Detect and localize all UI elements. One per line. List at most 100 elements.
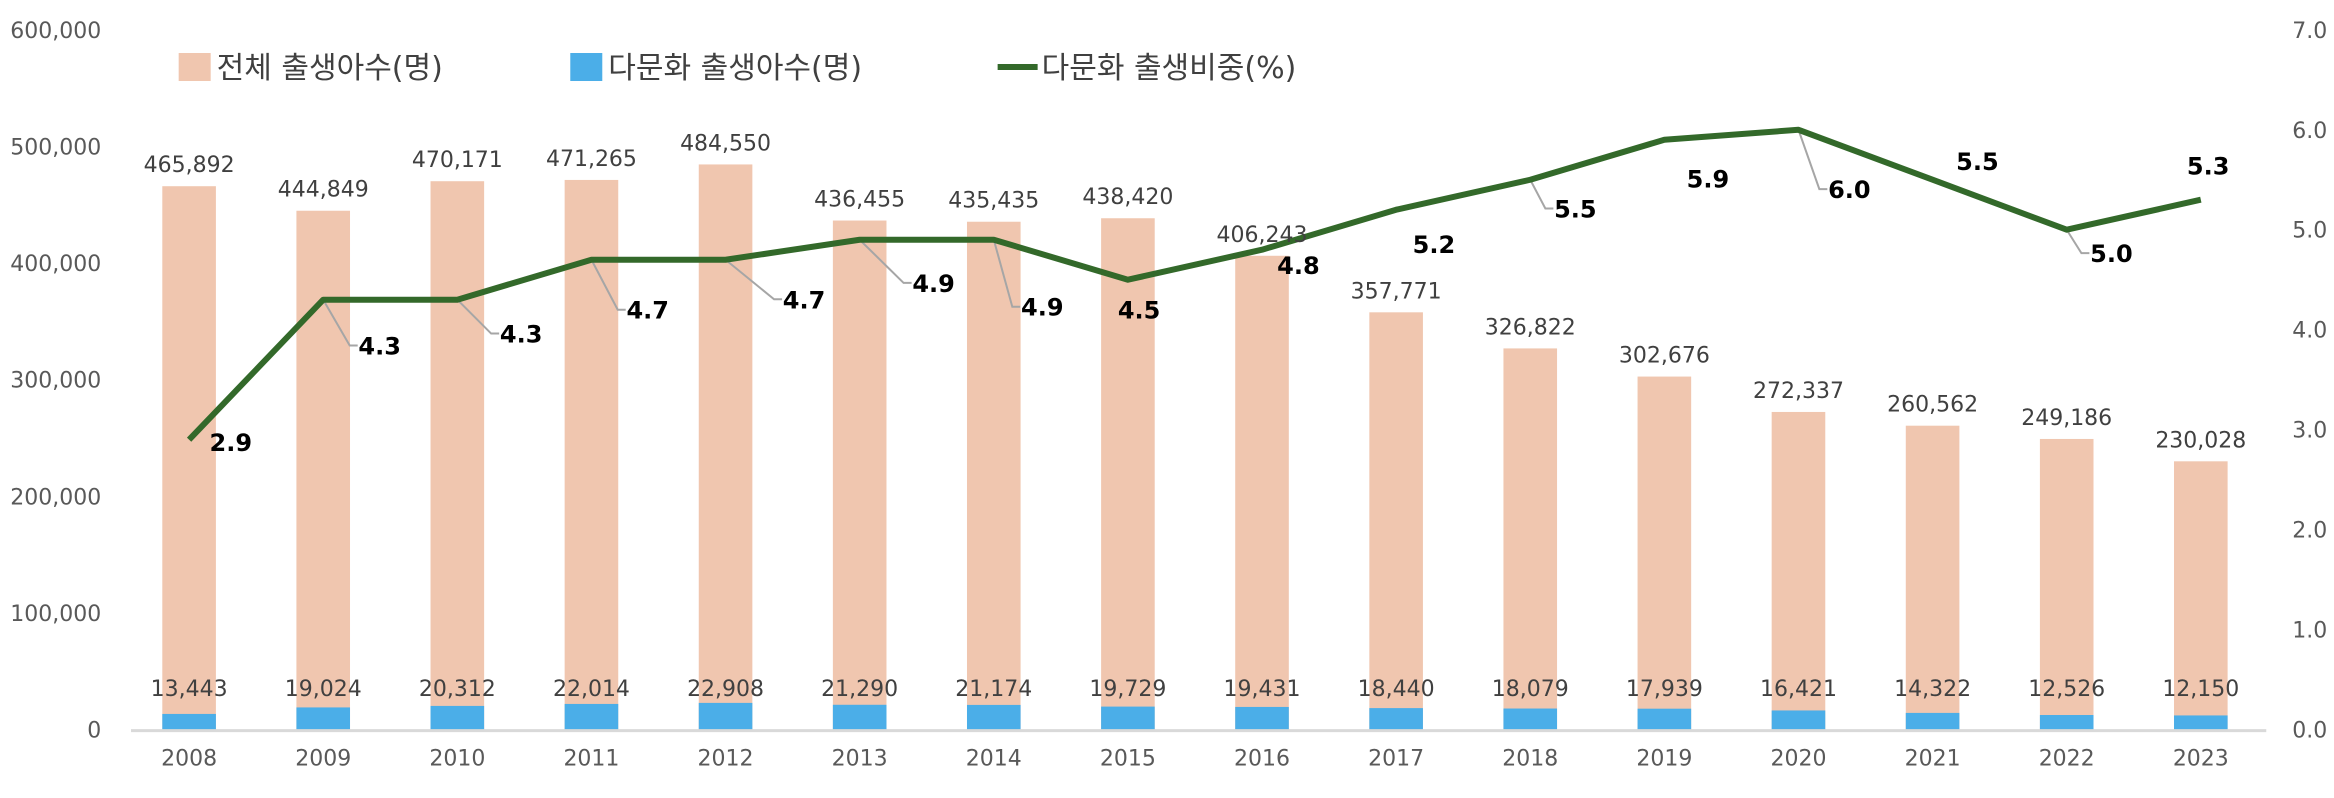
data-label-multicultural: 12,526 — [2028, 677, 2105, 702]
data-label-total: 470,171 — [412, 148, 503, 173]
left-axis-tick: 200,000 — [10, 485, 101, 510]
data-label-share: 5.5 — [1956, 148, 1999, 176]
data-label-total: 435,435 — [948, 189, 1039, 214]
right-axis-tick: 4.0 — [2292, 319, 2327, 344]
data-label-multicultural: 20,312 — [419, 677, 496, 702]
right-axis-tick: 0.0 — [2292, 719, 2327, 744]
data-label-share: 4.7 — [626, 297, 669, 325]
data-labels: 465,892 444,849 470,171 471,265 484,550 436,4… — [144, 131, 2247, 701]
left-axis-tick: 100,000 — [10, 602, 101, 627]
left-axis-ticks: 0 100,000 200,000 300,000 400,000 500,000 600,… — [10, 19, 101, 744]
bar-total-births — [2039, 438, 2094, 730]
data-label-total: 471,265 — [546, 147, 637, 172]
bar-total-births — [430, 181, 485, 730]
data-label-multicultural: 21,290 — [821, 677, 898, 702]
x-axis-tick: 2022 — [2039, 747, 2095, 772]
x-axis-tick: 2014 — [966, 747, 1022, 772]
bar-multicultural-births — [1503, 708, 1558, 730]
legend: 전체 출생아수(명) 다문화 출생아수(명) 다문화 출생비중(%) — [178, 51, 1296, 86]
x-axis-tick: 2023 — [2173, 747, 2229, 772]
right-axis-tick: 6.0 — [2292, 119, 2327, 144]
data-label-multicultural: 14,322 — [1894, 677, 1971, 702]
leader-line — [590, 259, 626, 311]
bars — [162, 164, 2228, 730]
x-axis-tick: 2013 — [832, 747, 888, 772]
data-label-total: 436,455 — [814, 188, 905, 213]
x-axis-tick: 2020 — [1770, 747, 1826, 772]
bar-multicultural-births — [162, 713, 216, 730]
bar-multicultural-births — [1637, 708, 1692, 730]
bar-total-births — [564, 179, 619, 730]
leader-line — [1529, 179, 1554, 210]
leader-line — [858, 239, 912, 284]
data-label-multicultural: 12,150 — [2162, 677, 2239, 702]
data-label-share: 4.3 — [500, 321, 543, 349]
leader-line — [322, 299, 358, 347]
data-label-share: 4.9 — [912, 270, 955, 298]
data-label-share: 4.3 — [358, 332, 401, 360]
bar-multicultural-births — [1905, 712, 1960, 730]
legend-label-total: 전체 출생아수(명) — [217, 51, 443, 86]
right-axis-tick: 5.0 — [2292, 219, 2327, 244]
data-label-multicultural: 18,440 — [1358, 677, 1435, 702]
data-label-share: 2.9 — [210, 429, 253, 457]
bar-total-births — [698, 164, 753, 730]
bar-multicultural-births — [1235, 706, 1289, 730]
bar-total-births — [162, 186, 216, 730]
leader-lines — [322, 129, 2090, 347]
line-series — [186, 126, 2202, 442]
data-label-share: 5.5 — [1554, 195, 1597, 223]
x-axis-ticks: 2008 2009 2010 2011 2012 2013 2014 2015 2016 2017… — [161, 747, 2229, 772]
right-axis-tick: 7.0 — [2292, 19, 2327, 44]
leader-line — [2065, 229, 2090, 255]
bar-total-births — [2174, 461, 2228, 730]
data-label-multicultural: 19,431 — [1224, 677, 1301, 702]
bar-multicultural-births — [2039, 714, 2094, 730]
bar-total-births — [1637, 376, 1692, 730]
bar-multicultural-births — [296, 707, 351, 730]
leader-line — [1797, 129, 1828, 191]
x-axis-tick: 2008 — [161, 747, 217, 772]
data-label-multicultural: 18,079 — [1492, 677, 1569, 702]
leader-line — [724, 258, 783, 301]
bar-total-births — [1369, 312, 1423, 730]
legend-swatch-multicultural — [570, 53, 603, 82]
leader-line — [992, 239, 1021, 308]
x-axis-tick: 2009 — [295, 747, 351, 772]
x-axis-tick: 2012 — [698, 747, 754, 772]
left-axis-tick: 600,000 — [10, 19, 101, 44]
data-label-share: 4.9 — [1021, 294, 1064, 322]
right-axis-ticks: 0.0 1.0 2.0 3.0 4.0 5.0 6.0 7.0 — [2292, 19, 2327, 744]
bar-multicultural-births — [564, 703, 619, 730]
data-label-multicultural: 13,443 — [151, 677, 228, 702]
left-axis-tick: 500,000 — [10, 135, 101, 160]
data-label-share: 5.9 — [1687, 166, 1730, 194]
bar-multicultural-births — [1771, 710, 1826, 730]
x-axis-tick: 2019 — [1636, 747, 1692, 772]
bar-total-births — [1235, 255, 1289, 730]
data-label-total: 272,337 — [1753, 379, 1844, 404]
left-axis-tick: 0 — [87, 719, 101, 744]
bar-total-births — [1905, 425, 1960, 730]
data-label-share: 5.0 — [2090, 240, 2133, 268]
x-axis-tick: 2015 — [1100, 747, 1156, 772]
legend-swatch-total — [178, 53, 211, 82]
bar-multicultural-births — [966, 704, 1021, 730]
data-label-multicultural: 21,174 — [955, 677, 1032, 702]
bar-multicultural-births — [1369, 708, 1423, 730]
data-label-multicultural: 22,014 — [553, 677, 630, 702]
right-axis-tick: 1.0 — [2292, 619, 2327, 644]
data-label-total: 406,243 — [1217, 223, 1308, 248]
data-label-multicultural: 17,939 — [1626, 677, 1703, 702]
data-label-total: 230,028 — [2155, 428, 2246, 453]
data-label-total: 260,562 — [1887, 393, 1978, 418]
bar-total-births — [1101, 218, 1155, 730]
data-label-multicultural: 22,908 — [687, 677, 764, 702]
data-label-total: 484,550 — [680, 131, 771, 156]
bar-multicultural-births — [2174, 715, 2228, 730]
data-label-share: 4.8 — [1277, 252, 1320, 280]
data-label-multicultural: 19,729 — [1089, 677, 1166, 702]
data-label-share: 5.2 — [1413, 231, 1456, 259]
bar-total-births — [966, 221, 1021, 730]
bar-total-births — [832, 220, 887, 730]
